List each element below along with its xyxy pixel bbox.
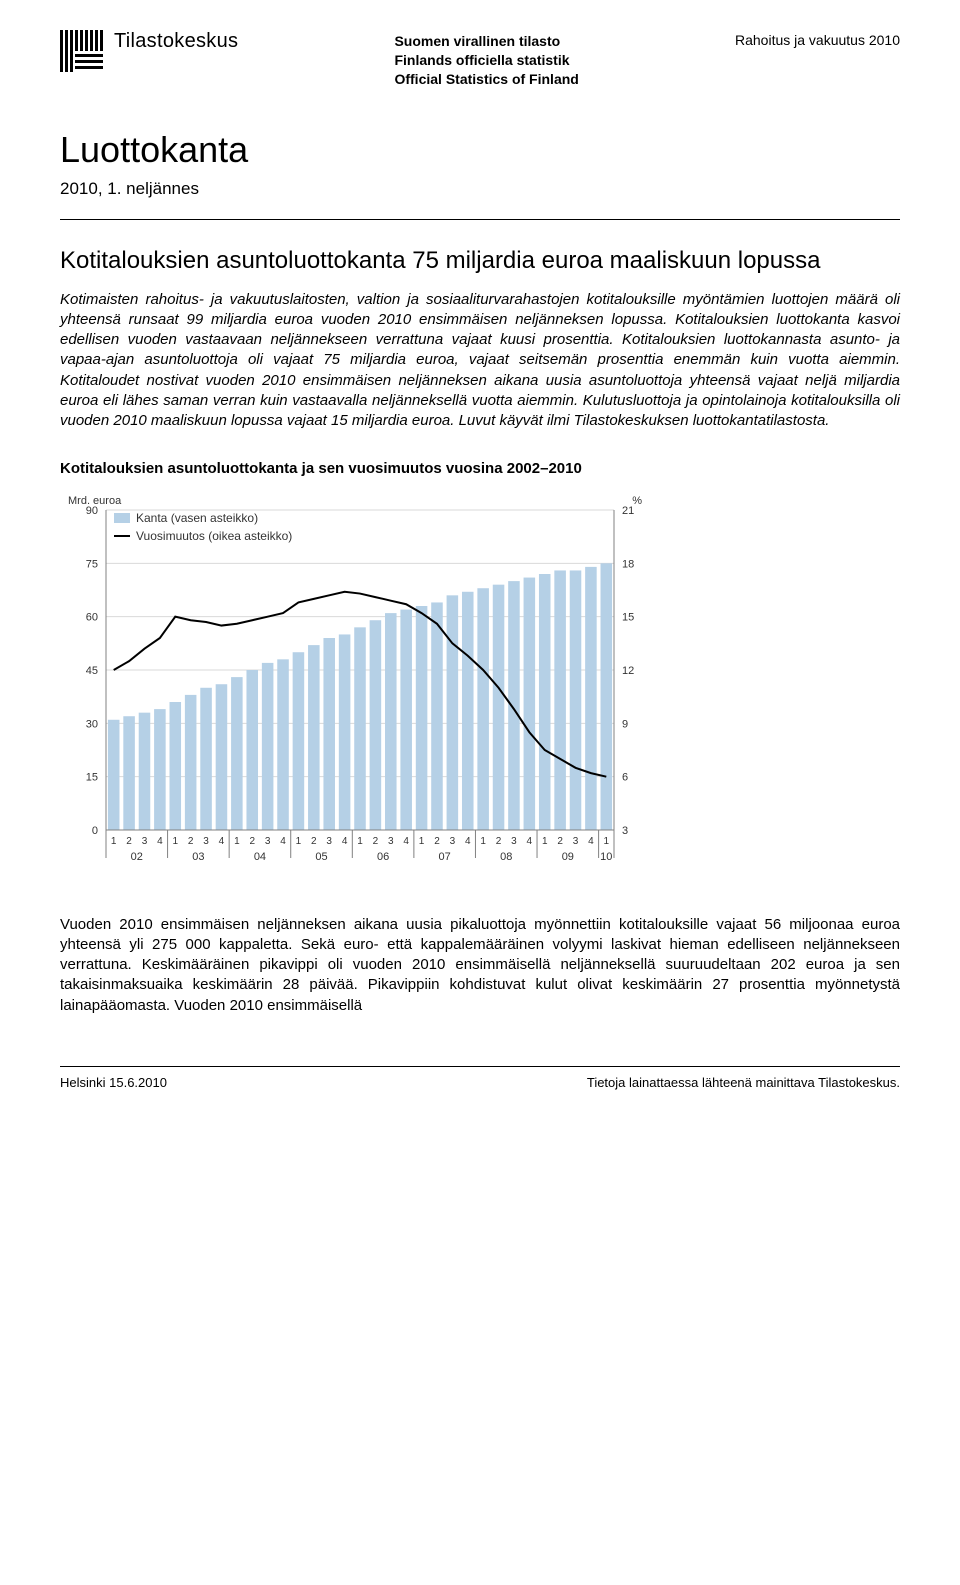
svg-text:4: 4	[280, 836, 286, 847]
svg-text:4: 4	[588, 836, 594, 847]
svg-text:1: 1	[480, 836, 486, 847]
svg-text:3: 3	[142, 836, 148, 847]
chart-container: Mrd. euroa%01530456075903691215182112341…	[60, 490, 660, 885]
logo-block: Tilastokeskus	[60, 30, 238, 72]
body-after-chart: Vuoden 2010 ensimmäisen neljänneksen aik…	[60, 915, 900, 1016]
chart-title: Kotitalouksien asuntoluottokanta ja sen …	[60, 459, 900, 479]
official-statistic-names: Suomen virallinen tilasto Finlands offic…	[394, 32, 578, 89]
svg-text:Vuosimuutos (oikea asteikko): Vuosimuutos (oikea asteikko)	[136, 529, 292, 543]
svg-text:3: 3	[203, 836, 209, 847]
divider	[60, 219, 900, 220]
svg-text:02: 02	[131, 851, 143, 863]
footer: Helsinki 15.6.2010 Tietoja lainattaessa …	[60, 1066, 900, 1090]
svg-text:3: 3	[511, 836, 517, 847]
svg-text:2: 2	[126, 836, 132, 847]
svg-text:2: 2	[249, 836, 255, 847]
svg-text:05: 05	[315, 851, 327, 863]
svg-text:75: 75	[86, 558, 98, 570]
svg-text:4: 4	[342, 836, 348, 847]
svg-text:1: 1	[111, 836, 117, 847]
svg-text:3: 3	[326, 836, 332, 847]
svg-text:1: 1	[419, 836, 425, 847]
footer-left: Helsinki 15.6.2010	[60, 1075, 167, 1090]
svg-text:4: 4	[465, 836, 471, 847]
svg-text:1: 1	[172, 836, 178, 847]
svg-text:1: 1	[542, 836, 548, 847]
svg-text:4: 4	[527, 836, 533, 847]
svg-text:15: 15	[86, 771, 98, 783]
svg-text:60: 60	[86, 611, 98, 623]
header: Tilastokeskus Suomen virallinen tilasto …	[60, 30, 900, 89]
svg-text:09: 09	[562, 851, 574, 863]
svg-text:90: 90	[86, 505, 98, 517]
combo-chart: Mrd. euroa%01530456075903691215182112341…	[60, 490, 660, 880]
svg-text:1: 1	[296, 836, 302, 847]
svg-text:03: 03	[192, 851, 204, 863]
intro-paragraph: Kotimaisten rahoitus- ja vakuutuslaitost…	[60, 290, 900, 432]
svg-text:3: 3	[265, 836, 271, 847]
document-title: Luottokanta	[60, 129, 900, 171]
svg-text:1: 1	[234, 836, 240, 847]
svg-text:3: 3	[388, 836, 394, 847]
svg-text:04: 04	[254, 851, 266, 863]
svg-text:07: 07	[439, 851, 451, 863]
document-subtitle: 2010, 1. neljännes	[60, 179, 900, 199]
svg-text:15: 15	[622, 611, 634, 623]
svg-text:1: 1	[604, 836, 610, 847]
svg-text:18: 18	[622, 558, 634, 570]
svg-text:2: 2	[496, 836, 502, 847]
svg-text:1: 1	[357, 836, 363, 847]
svg-text:30: 30	[86, 718, 98, 730]
svg-text:2: 2	[434, 836, 440, 847]
stat-name-fi: Suomen virallinen tilasto	[394, 32, 578, 51]
logo-text: Tilastokeskus	[114, 30, 238, 53]
svg-text:2: 2	[373, 836, 379, 847]
svg-text:6: 6	[622, 771, 628, 783]
svg-text:45: 45	[86, 665, 98, 677]
svg-text:4: 4	[403, 836, 409, 847]
footer-right: Tietoja lainattaessa lähteenä mainittava…	[587, 1075, 900, 1090]
svg-text:2: 2	[188, 836, 194, 847]
svg-text:3: 3	[450, 836, 456, 847]
svg-text:2: 2	[557, 836, 563, 847]
page-root: Tilastokeskus Suomen virallinen tilasto …	[0, 0, 960, 1130]
svg-text:06: 06	[377, 851, 389, 863]
svg-text:9: 9	[622, 718, 628, 730]
svg-text:3: 3	[573, 836, 579, 847]
svg-text:10: 10	[600, 851, 612, 863]
svg-text:4: 4	[219, 836, 225, 847]
stat-name-sv: Finlands officiella statistik	[394, 51, 578, 70]
section-heading: Kotitalouksien asuntoluottokanta 75 milj…	[60, 246, 900, 276]
svg-text:3: 3	[622, 825, 628, 837]
svg-text:0: 0	[92, 825, 98, 837]
svg-text:12: 12	[622, 665, 634, 677]
tilastokeskus-logo-icon	[60, 30, 104, 72]
svg-text:4: 4	[157, 836, 163, 847]
svg-text:2: 2	[311, 836, 317, 847]
category-label: Rahoitus ja vakuutus 2010	[735, 32, 900, 48]
svg-text:08: 08	[500, 851, 512, 863]
svg-text:Kanta (vasen asteikko): Kanta (vasen asteikko)	[136, 511, 258, 525]
stat-name-en: Official Statistics of Finland	[394, 70, 578, 89]
svg-text:21: 21	[622, 505, 634, 517]
